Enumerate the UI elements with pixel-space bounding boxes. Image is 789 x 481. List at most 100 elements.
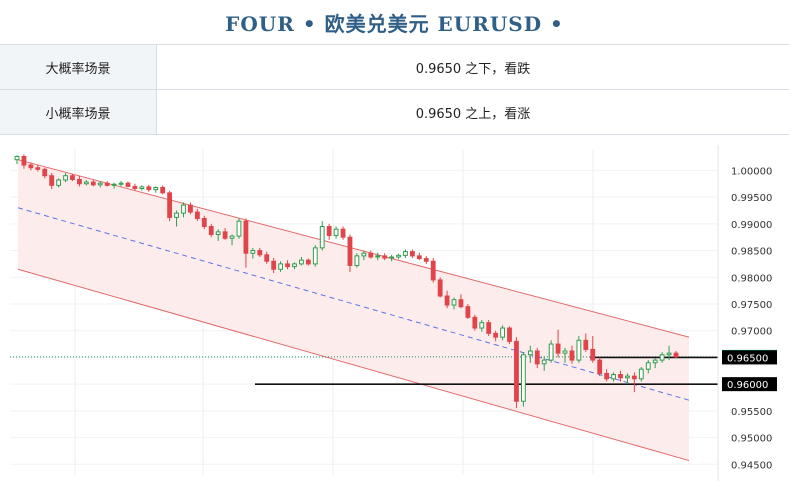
candle-body bbox=[576, 339, 582, 361]
scenario-table: 大概率场景 0.9650 之下，看跌 小概率场景 0.9650 之上，看涨 bbox=[0, 44, 789, 135]
scenario-label: 小概率场景 bbox=[0, 89, 157, 135]
candle-body bbox=[500, 327, 505, 338]
candle-body bbox=[222, 231, 228, 239]
candle-body bbox=[14, 155, 20, 161]
candle-body bbox=[257, 250, 263, 256]
candle-body bbox=[361, 252, 367, 257]
candle-body bbox=[631, 375, 637, 380]
candle-body bbox=[181, 204, 186, 214]
level-tag: 0.96000 bbox=[727, 380, 768, 391]
candle-body bbox=[243, 220, 249, 254]
candle-body bbox=[194, 211, 200, 219]
scenario-value: 0.9650 之上，看涨 bbox=[156, 89, 789, 135]
candle-body bbox=[278, 263, 284, 270]
chart-svg: 1.00000 0.99500 0.99000 0.98500 0.98000 0.975… bbox=[10, 145, 777, 481]
candle-body bbox=[333, 228, 339, 237]
candle-body bbox=[618, 374, 623, 379]
channel-upper-line bbox=[17, 159, 690, 338]
candle-body bbox=[215, 231, 221, 236]
scenario-label: 大概率场景 bbox=[0, 44, 157, 90]
candle-body bbox=[167, 192, 173, 218]
candle-body bbox=[271, 260, 277, 270]
candle-body bbox=[347, 236, 353, 267]
level-tag-bg bbox=[722, 377, 777, 392]
candle-body bbox=[305, 259, 311, 265]
candle-body bbox=[312, 247, 318, 265]
candle-body bbox=[90, 181, 96, 186]
candle-body bbox=[153, 186, 159, 191]
candle-body bbox=[583, 339, 589, 350]
channel-lower-line bbox=[17, 268, 690, 462]
y-tick-label: 0.94500 bbox=[731, 460, 772, 471]
candle-body bbox=[451, 299, 457, 306]
candle-body bbox=[597, 359, 603, 374]
y-tick-label: 0.99000 bbox=[731, 220, 772, 231]
y-tick-label: 0.95500 bbox=[731, 407, 772, 418]
candle-body bbox=[472, 316, 478, 329]
candle-body bbox=[326, 225, 332, 237]
candle-body bbox=[534, 350, 540, 365]
candle-body bbox=[375, 255, 381, 258]
candle-body bbox=[292, 263, 297, 268]
candle-body bbox=[645, 362, 651, 370]
candle-body bbox=[208, 225, 214, 236]
y-tick-label: 0.95000 bbox=[731, 434, 772, 445]
candle-body bbox=[430, 260, 436, 281]
candle-body bbox=[514, 340, 519, 402]
candle-body bbox=[250, 250, 256, 254]
candle-body bbox=[569, 350, 575, 361]
candle-body bbox=[340, 228, 346, 238]
candle-body bbox=[56, 179, 62, 186]
candle-body bbox=[520, 354, 526, 402]
level-tag: 0.96500 bbox=[727, 353, 768, 364]
candle-body bbox=[673, 352, 679, 358]
y-tick-label: 1.00000 bbox=[731, 166, 772, 177]
candle-body bbox=[83, 181, 89, 185]
y-tick-label: 0.98500 bbox=[731, 247, 772, 258]
candle-body bbox=[396, 254, 401, 258]
candlestick-chart: 1.00000 0.99500 0.99000 0.98500 0.98000 0.975… bbox=[0, 145, 789, 481]
candle-body bbox=[486, 322, 492, 334]
candle-body bbox=[21, 155, 27, 166]
candle-body bbox=[236, 220, 242, 237]
candle-body bbox=[389, 256, 394, 259]
candle-body bbox=[125, 182, 131, 187]
y-tick-label: 0.99500 bbox=[731, 193, 772, 204]
candle-body bbox=[35, 167, 41, 170]
candle-body bbox=[382, 255, 388, 259]
candle-body bbox=[146, 186, 152, 191]
candle-body bbox=[354, 255, 360, 267]
candle-body bbox=[319, 225, 325, 249]
candle-body bbox=[49, 175, 55, 186]
scenario-value: 0.9650 之下，看跌 bbox=[156, 44, 789, 90]
candle-body bbox=[132, 185, 138, 190]
candle-body bbox=[70, 175, 75, 180]
y-tick-label: 0.97500 bbox=[731, 300, 772, 311]
candle-body bbox=[604, 372, 610, 380]
candle-body bbox=[139, 186, 145, 190]
candle-body bbox=[493, 332, 499, 338]
candle-body bbox=[444, 295, 450, 306]
candle-body bbox=[590, 348, 596, 361]
candle-body bbox=[562, 350, 568, 354]
candle-body bbox=[507, 327, 512, 342]
candle-body bbox=[118, 182, 124, 185]
candle-body bbox=[174, 212, 179, 218]
candle-body bbox=[160, 186, 166, 194]
candle-body bbox=[611, 374, 616, 380]
level-tag-bg bbox=[722, 350, 777, 365]
candle-body bbox=[437, 279, 443, 297]
candle-body bbox=[42, 168, 48, 177]
candle-body bbox=[229, 235, 235, 239]
candle-body bbox=[458, 299, 464, 308]
y-tick-label: 0.98000 bbox=[731, 273, 772, 284]
candle-body bbox=[409, 251, 415, 257]
candle-body bbox=[555, 343, 561, 354]
candle-body bbox=[111, 183, 117, 186]
candle-body bbox=[652, 359, 658, 364]
candle-body bbox=[465, 306, 471, 318]
candle-body bbox=[666, 352, 672, 356]
candle-body bbox=[423, 258, 429, 262]
scenario-row: 小概率场景 0.9650 之上，看涨 bbox=[0, 89, 789, 135]
scenario-row: 大概率场景 0.9650 之下，看跌 bbox=[0, 44, 789, 90]
